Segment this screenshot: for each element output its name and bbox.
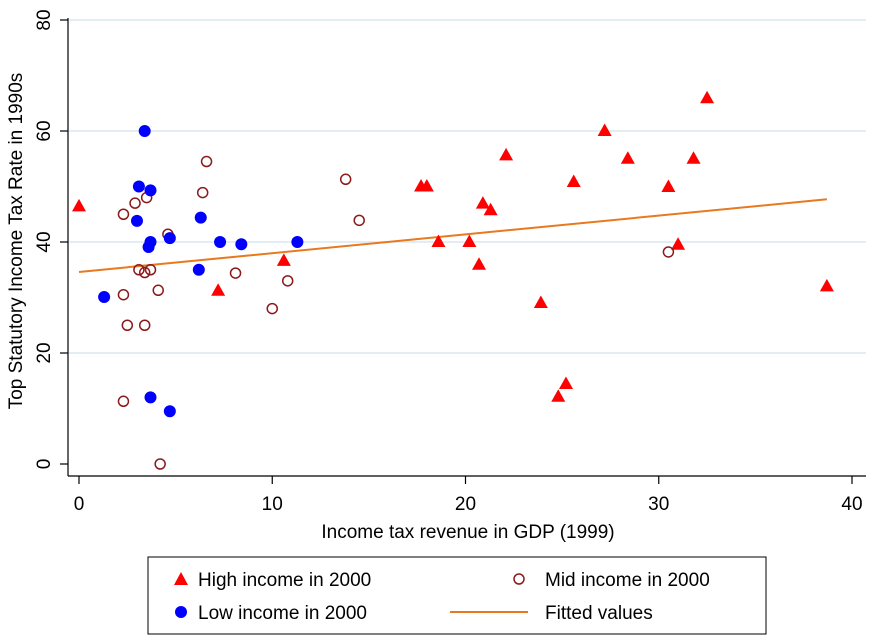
high-income-point: [533, 295, 548, 308]
high-income-point: [462, 234, 477, 247]
y-tick-label: 0: [34, 459, 55, 470]
high-income-point: [276, 253, 291, 266]
high-income-point: [551, 389, 566, 402]
mid-income-point: [117, 395, 130, 408]
low-income-point: [163, 405, 176, 418]
low-income-point: [144, 391, 157, 404]
legend: High income in 2000 Mid income in 2000 L…: [147, 556, 767, 635]
low-income-point: [235, 238, 248, 251]
mid-income-point: [353, 214, 365, 227]
low-income-point: [192, 263, 205, 276]
fitted-values-line: [78, 198, 827, 273]
high-income-point: [211, 283, 226, 296]
mid-income-point: [662, 246, 675, 258]
legend-high-marker: [174, 572, 188, 585]
high-income-point: [431, 234, 446, 247]
low-income-point: [291, 236, 304, 248]
mid-income-point: [138, 266, 151, 279]
low-income-point: [138, 125, 151, 137]
mid-income-point: [281, 275, 294, 287]
legend-fit-label: Fitted values: [545, 603, 653, 624]
low-income-point: [163, 232, 176, 245]
high-income-point: [475, 196, 490, 209]
x-tick-label: 30: [648, 494, 669, 515]
x-tick-label: 40: [841, 494, 862, 515]
low-income-point: [130, 214, 143, 227]
y-ticks: 0 20 40 60 80: [34, 9, 68, 469]
high-income-point: [566, 174, 581, 188]
y-tick-label: 80: [34, 9, 55, 30]
y-axis-label: Top Statutory Income Tax Rate in 1990s: [6, 73, 27, 410]
y-tick-label: 60: [34, 120, 55, 141]
mid-income-point: [200, 155, 213, 168]
mid-income-point: [144, 264, 157, 276]
high-income-point: [499, 147, 514, 161]
low-income-point: [144, 236, 157, 248]
y-tick-label: 40: [34, 231, 55, 252]
low-income-point: [132, 180, 145, 193]
low-income-point: [144, 184, 157, 197]
x-tick-label: 10: [262, 494, 283, 515]
legend-box: [147, 556, 767, 635]
legend-low-marker: [175, 606, 187, 618]
legend-high-label: High income in 2000: [198, 570, 371, 591]
x-tick-label: 0: [74, 494, 85, 515]
gridlines: [69, 19, 866, 354]
mid-income-point: [154, 458, 166, 470]
high-income-point: [620, 151, 635, 164]
mid-income-point: [117, 208, 130, 220]
fitted-line: [78, 198, 827, 273]
high-income-point: [661, 179, 676, 192]
mid-income-point: [133, 264, 145, 276]
high-income-point: [597, 123, 612, 136]
mid-income-point: [229, 267, 242, 279]
mid-income-point: [196, 186, 209, 199]
mid-income-point: [129, 197, 141, 209]
high-income-point: [671, 237, 686, 250]
mid-income-point: [152, 284, 164, 297]
mid-income-point: [339, 173, 352, 186]
y-tick-label: 20: [34, 342, 55, 363]
low-income-point: [98, 290, 111, 303]
x-tick-label: 20: [455, 494, 476, 515]
x-axis-label: Income tax revenue in GDP (1999): [321, 522, 614, 543]
low-income-point: [194, 211, 207, 224]
mid-income-point: [266, 302, 278, 315]
high-income-point: [419, 178, 434, 192]
x-ticks: 0 10 20 30 40: [74, 476, 863, 515]
mid-income-point: [138, 319, 151, 331]
low-income-point: [214, 236, 227, 248]
high-income-point: [72, 198, 86, 212]
legend-low-label: Low income in 2000: [198, 603, 367, 624]
data-points: [72, 90, 834, 470]
high-income-point: [483, 202, 498, 216]
high-income-point: [819, 278, 834, 292]
high-income-point: [472, 257, 487, 270]
high-income-point: [700, 90, 715, 104]
legend-mid-label: Mid income in 2000: [545, 570, 710, 591]
high-income-point: [686, 151, 701, 164]
high-income-point: [558, 376, 573, 390]
legend-mid-marker: [513, 573, 525, 585]
mid-income-point: [117, 288, 130, 301]
mid-income-point: [121, 319, 134, 331]
